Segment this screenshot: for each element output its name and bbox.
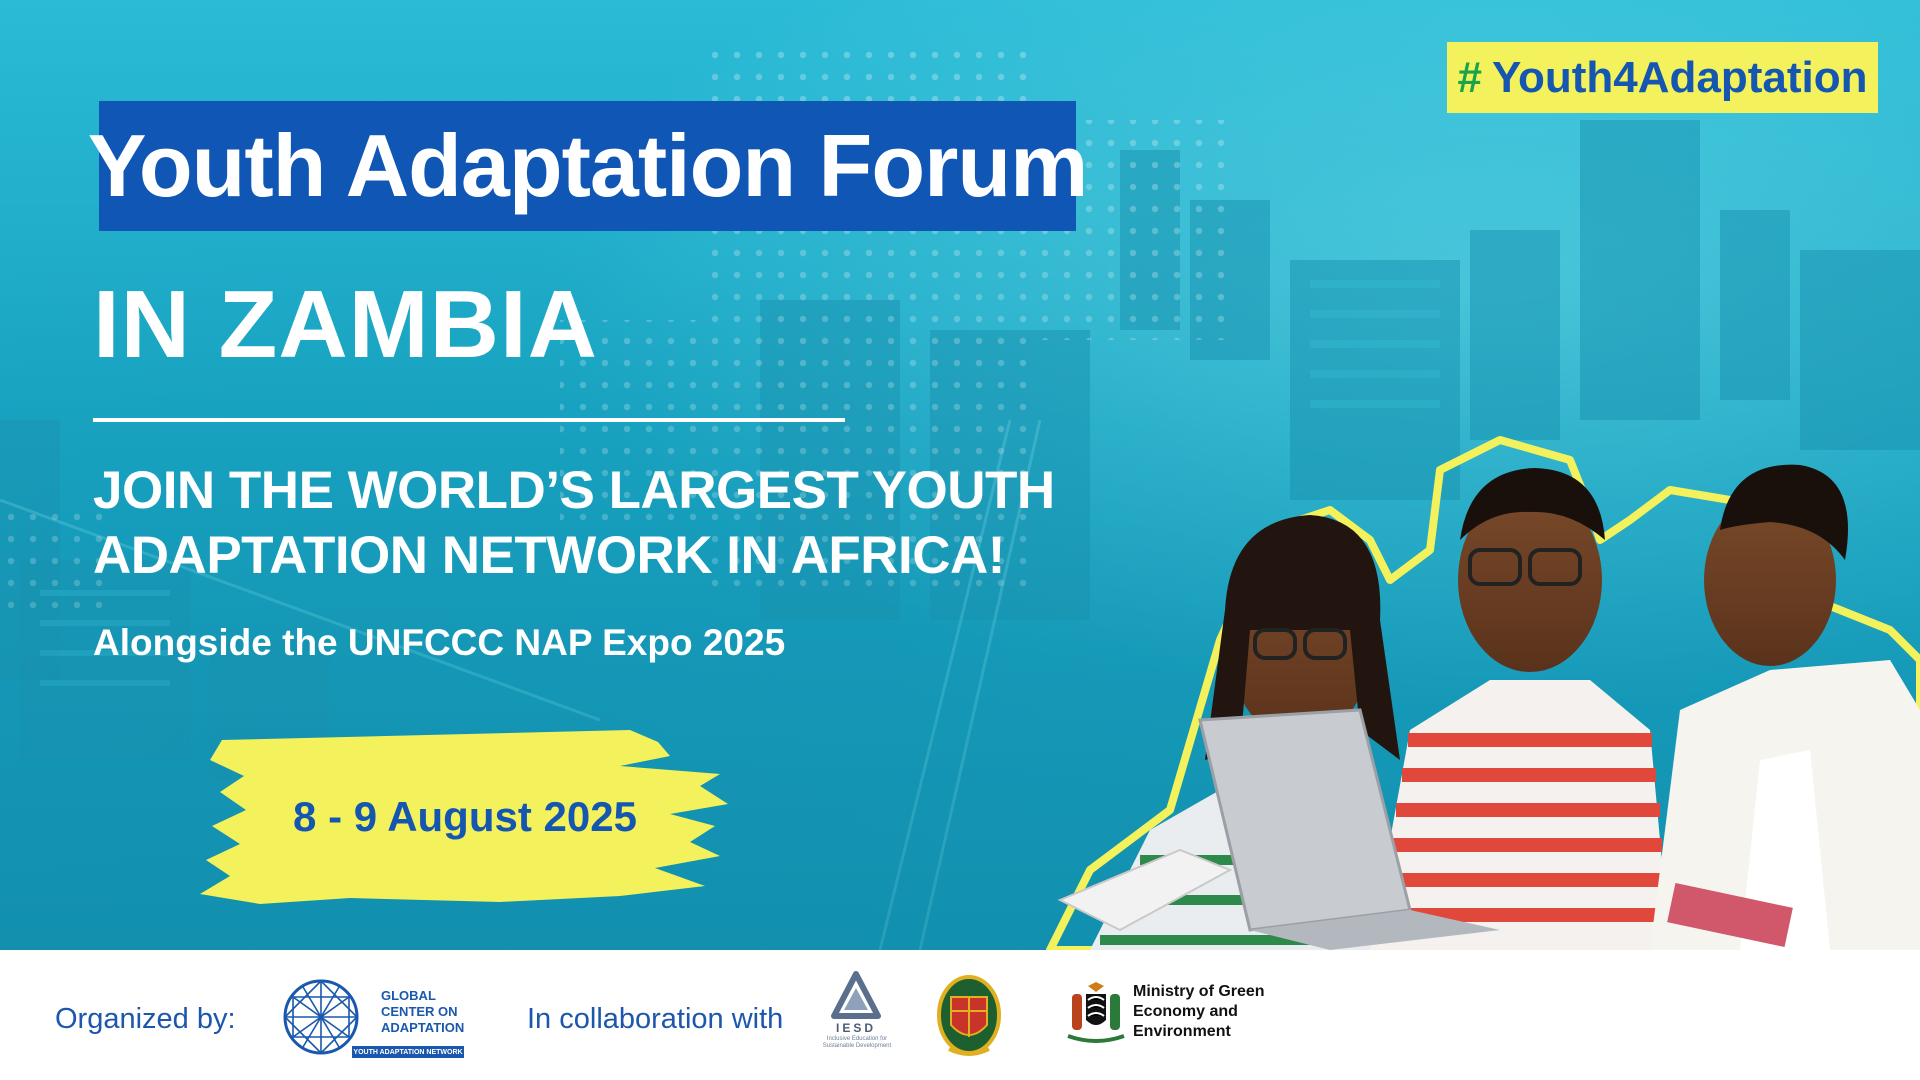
gca-network-strip: YOUTH ADAPTATION NETWORK — [352, 1046, 464, 1058]
location-heading: IN ZAMBIA — [93, 271, 598, 378]
university-of-zambia-crest — [937, 975, 1001, 1056]
expo-subheading: Alongside the UNFCCC NAP Expo 2025 — [93, 622, 786, 663]
hashtag-text: Youth4Adaptation — [1491, 52, 1868, 102]
date-highlight: 8 - 9 August 2025 — [200, 726, 730, 908]
gca-wordmark: GLOBAL CENTER ON ADAPTATION — [381, 988, 464, 1036]
ministry-line-1: Ministry of Green — [1133, 983, 1265, 1000]
ministry-line-2: Economy and — [1133, 1003, 1238, 1020]
divider-line — [93, 418, 845, 422]
gca-line-3: ADAPTATION — [381, 1020, 465, 1035]
iesd-triangle-logo — [831, 971, 881, 1019]
hashtag-badge: # Youth4Adaptation — [1447, 42, 1878, 113]
organized-by-label: Organized by: — [55, 1003, 236, 1035]
tagline-line-1: JOIN THE WORLD’S LARGEST YOUTH — [93, 461, 1055, 520]
event-date: 8 - 9 August 2025 — [293, 793, 637, 840]
brush-stroke-shape — [200, 730, 728, 904]
hashtag-symbol: # — [1457, 52, 1482, 102]
collaboration-label: In collaboration with — [527, 1003, 784, 1035]
gca-line-1: GLOBAL — [381, 988, 436, 1003]
tagline-line-2: ADAPTATION NETWORK IN AFRICA! — [93, 526, 1005, 585]
gca-line-2: CENTER ON — [381, 1004, 458, 1019]
iesd-name: IESD — [835, 1021, 876, 1035]
ministry-line-3: Environment — [1133, 1023, 1231, 1040]
page-title: Youth Adaptation Forum — [87, 116, 1089, 215]
gca-geodesic-globe-logo — [283, 979, 359, 1055]
iesd-subtitle: Inclusive Education for Sustainable Deve… — [822, 1036, 892, 1049]
students-photo — [1046, 436, 1920, 950]
ministry-wordmark: Ministry of Green Economy and Environmen… — [1133, 982, 1265, 1042]
hero-banner: # Youth4Adaptation Youth Adaptation Foru… — [0, 0, 1920, 950]
tagline: JOIN THE WORLD’S LARGEST YOUTH ADAPTATIO… — [93, 458, 1093, 588]
zambia-coat-of-arms — [1067, 982, 1125, 1043]
title-banner: Youth Adaptation Forum — [88, 101, 1088, 231]
